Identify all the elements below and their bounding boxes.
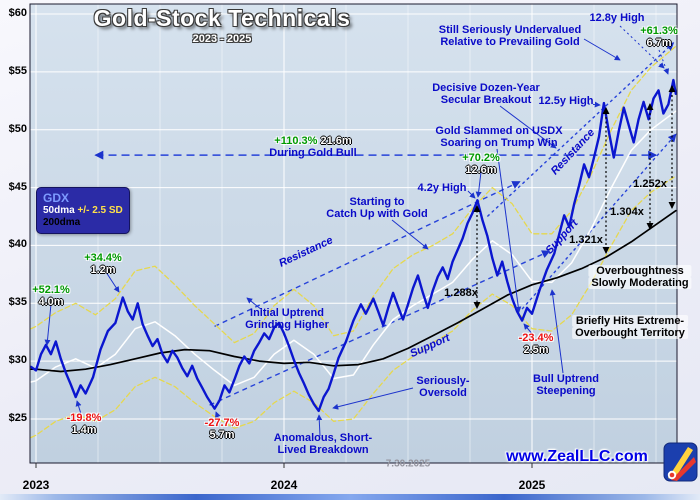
legend-sd-label: +/- 2.5 SD: [77, 205, 123, 216]
y-axis-label: $45: [8, 180, 27, 193]
x-axis-label: 2025: [518, 478, 546, 492]
note-12-5y-high: 12.5y High: [538, 95, 594, 107]
arrow-4-2y-high: [467, 190, 476, 199]
y-axis-label: $40: [8, 238, 27, 251]
note-gain-52-1: +52.1% 4.0m: [32, 284, 70, 308]
chart-title-block: Gold-Stock Technicals 2023 - 2025: [94, 5, 351, 45]
legend-box: GDX 50dma +/- 2.5 SD 200dma: [36, 187, 130, 234]
note-briefly-overbought: Briefly Hits Extreme- Overbought Territor…: [572, 315, 688, 339]
note-still-undervalued: Still Seriously Undervalued Relative to P…: [438, 24, 582, 48]
note-loss-19-8: -19.8% 1.4m: [66, 412, 102, 436]
legend-ma-row: 50dma +/- 2.5 SD: [43, 205, 123, 217]
plot-area: [30, 4, 677, 463]
zeal-logo: [663, 442, 698, 482]
legend-200dma-label: 200dma: [43, 217, 81, 228]
lower-2-5sd-line: [30, 175, 677, 439]
bottom-frame-bar: [0, 494, 700, 500]
arrow-gain-52-1: [44, 303, 52, 346]
arrow-12-8y-high: [619, 25, 665, 69]
arrow-seriously-oversold: [332, 387, 414, 410]
note-ratio-1-321: 1.321x: [569, 234, 603, 246]
legend-gdx-label: GDX: [43, 191, 70, 205]
y-axis-label: $60: [8, 7, 27, 19]
chart-subtitle: 2023 - 2025: [192, 33, 252, 45]
arrow-secular-breakout: [499, 105, 557, 149]
note-initial-uptrend: Initial Uptrend Grinding Higher: [245, 307, 329, 331]
note-bull-gain: +110.3% 21.6m During Gold Bull: [269, 135, 357, 159]
x-axis-label: 2023: [22, 478, 50, 492]
note-gold-slammed: Gold Slammed on USDX Soaring on Trump Win: [435, 125, 563, 149]
note-loss-27-7: -27.7% 5.7m: [204, 417, 240, 441]
y-axis-label: $30: [8, 354, 27, 367]
arrow-loss-23-4: [523, 323, 534, 336]
note-support-1: Support: [408, 331, 452, 361]
arrow-12-5y-high: [587, 101, 601, 108]
note-ratio-1-288: 1.288x: [444, 287, 478, 299]
note-overboughtness: Overboughtness Slowly Moderating: [588, 265, 692, 289]
GDX-line: [29, 78, 677, 413]
trendline-resistance-1: [214, 181, 521, 328]
note-anomalous: Anomalous, Short- Lived Breakdown: [273, 432, 373, 456]
date-watermark: 7.30.2025: [385, 458, 431, 470]
arrow-anomalous: [316, 414, 323, 437]
y-axis-label: $55: [8, 64, 27, 77]
chart-title: Gold-Stock Technicals: [93, 5, 351, 31]
arrow-bull-steepening: [549, 289, 564, 374]
arrow-catch-up: [391, 219, 429, 250]
note-gain-70-2: +70.2% 12.6m: [462, 152, 500, 176]
y-axis-label: $50: [8, 122, 27, 135]
note-secular-breakout: Decisive Dozen-Year Secular Breakout: [432, 82, 540, 106]
zeal-logo-sun-core: [669, 472, 675, 478]
y-axis-label: $35: [8, 296, 27, 309]
note-catch-up: Starting to Catch Up with Gold: [326, 196, 428, 220]
note-loss-23-4: -23.4% 2.5m: [518, 332, 554, 356]
arrow-initial-uptrend: [246, 297, 263, 311]
note-resistance-1: Resistance: [277, 234, 335, 270]
note-gain-61-3: +61.3% 6.7m: [640, 25, 678, 49]
arrow-loss-19-8: [75, 400, 82, 415]
note-4-2y-high: 4.2y High: [417, 182, 467, 194]
trendline-resistance-2: [486, 42, 675, 218]
y-axis-label: $25: [8, 411, 27, 424]
200dma-line: [30, 209, 677, 373]
50dma-line: [30, 110, 677, 387]
legend-50dma-label: 50dma: [43, 205, 75, 216]
website-link[interactable]: www.ZealLLC.com: [506, 448, 648, 465]
arrow-loss-27-7: [215, 411, 221, 421]
arrow-gain-61-3: [658, 49, 669, 75]
arrow-gain-70-2: [475, 171, 482, 198]
note-seriously-oversold: Seriously- Oversold: [416, 375, 470, 399]
arrow-gain-34-4: [105, 271, 120, 293]
note-bull-steepening: Bull Uptrend Steepening: [533, 373, 599, 397]
note-ratio-1-252: 1.252x: [633, 178, 667, 190]
plot-border: [29, 3, 678, 464]
arrow-gold-slammed: [496, 148, 522, 313]
arrow-still-undervalued: [583, 38, 621, 61]
note-gain-34-4: +34.4% 1.2m: [84, 252, 122, 276]
x-axis-label: 2024: [270, 478, 298, 492]
note-ratio-1-304: 1.304x: [610, 206, 644, 218]
zeal-logo-red-ray: [671, 457, 696, 481]
trendline-support-1: [209, 250, 551, 406]
note-12-8y-high: 12.8y High: [589, 12, 645, 24]
